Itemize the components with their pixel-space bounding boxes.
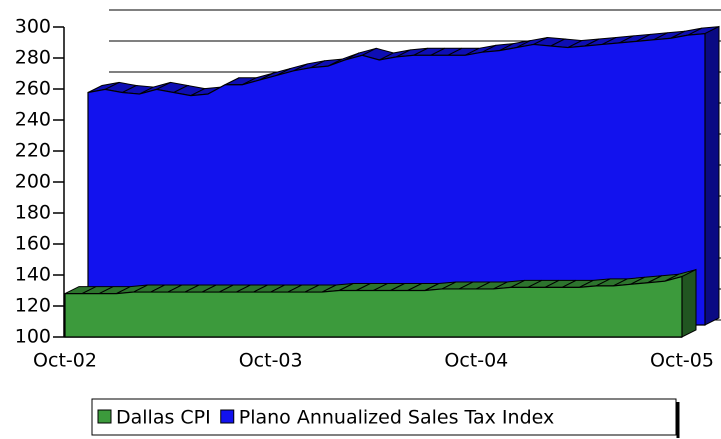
area-side — [704, 25, 720, 326]
legend-label: Dallas CPI — [116, 407, 211, 429]
y-tick-label: 280 — [15, 47, 51, 69]
y-tick-label: 220 — [15, 140, 51, 162]
x-tick-label: Oct-04 — [444, 350, 508, 372]
legend-swatch — [220, 409, 235, 424]
y-tick-label: 140 — [15, 264, 51, 286]
legend-box — [91, 398, 677, 436]
y-tick-label: 160 — [15, 233, 51, 255]
y-tick-label: 260 — [15, 78, 51, 100]
area-side — [681, 268, 697, 338]
y-tick-label: 100 — [15, 326, 51, 348]
y-tick-label: 300 — [15, 16, 51, 38]
series-group — [87, 25, 720, 326]
x-tick-label: Oct-02 — [33, 350, 97, 372]
legend-swatch — [97, 409, 112, 424]
legend: Dallas CPI Plano Annualized Sales Tax Ind… — [91, 398, 680, 438]
legend-label: Plano Annualized Sales Tax Index — [239, 407, 554, 429]
y-tick-label: 180 — [15, 202, 51, 224]
y-tick-label: 240 — [15, 109, 51, 131]
x-tick-label: Oct-05 — [650, 350, 714, 372]
x-tick-label: Oct-03 — [239, 350, 303, 372]
area — [87, 32, 706, 326]
y-tick-label: 120 — [15, 295, 51, 317]
series-group — [64, 268, 697, 338]
area — [64, 275, 683, 338]
y-tick-label: 200 — [15, 171, 51, 193]
